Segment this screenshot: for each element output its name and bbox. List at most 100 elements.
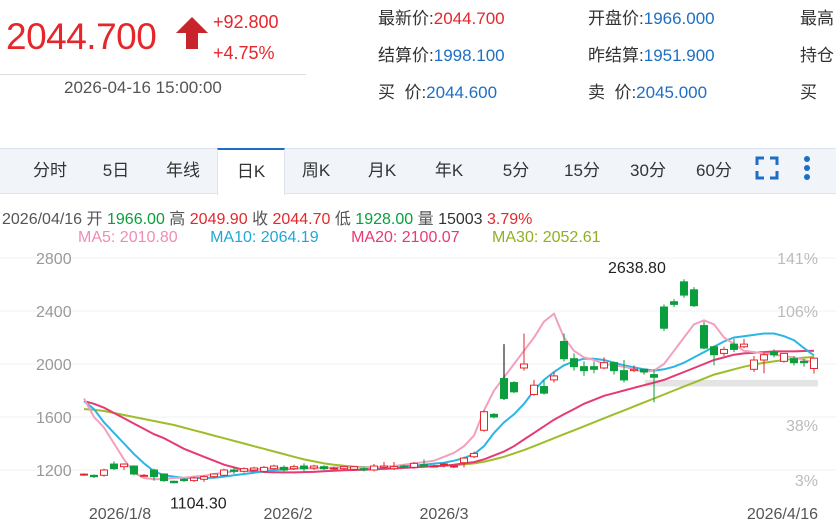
candle-body: [460, 457, 468, 464]
candle-body: [180, 478, 188, 482]
candle-body: [170, 480, 178, 484]
min-annotation: 1104.30: [170, 496, 227, 513]
info-close: 2044.70: [272, 211, 331, 228]
kline-chart[interactable]: 2800 2400 2000 1600 1200 141% 106% 38% 3% 2638.80…: [0, 248, 836, 524]
candle-body: [470, 452, 478, 458]
tab-1[interactable]: 5日: [102, 161, 130, 180]
pct-tick-label: 3%: [795, 473, 818, 490]
info-high: 2049.90: [189, 211, 248, 228]
quote-field-label: 买 价:: [378, 83, 427, 102]
info-open-label: 开: [86, 211, 103, 228]
candle-body: [750, 359, 758, 370]
tab-3[interactable]: 日K: [217, 148, 285, 195]
candle-body: [380, 465, 388, 468]
candle-body: [570, 358, 578, 368]
candle-body: [770, 351, 778, 356]
ma-legend: MA5: 2010.80 MA10: 2064.19 MA20: 2100.07…: [78, 229, 601, 247]
candle-body: [530, 384, 538, 395]
candle-body: [730, 343, 738, 350]
candle-body: [150, 469, 158, 478]
candle-body: [270, 465, 278, 470]
candle-body: [320, 466, 328, 470]
y-tick-label: 1200: [36, 463, 72, 480]
ma5-legend: MA5: 2010.80: [78, 229, 178, 246]
info-pct: 3.79%: [487, 211, 533, 228]
candle-body: [190, 477, 198, 482]
price-change: +92.800: [213, 12, 279, 32]
candle-body: [360, 468, 368, 471]
candle-body: [340, 466, 348, 470]
quote-field: 开盘价:1966.000: [588, 4, 715, 29]
candle-body: [650, 374, 658, 378]
ma30-line: [83, 356, 815, 469]
info-date: 2026/04/16: [2, 211, 83, 228]
candle-body: [710, 346, 718, 356]
tab-4[interactable]: 周K: [301, 161, 331, 180]
candle-body: [590, 366, 598, 370]
ma20-line: [83, 349, 815, 474]
quote-field-label: 卖 价:: [588, 83, 637, 102]
candle-body: [410, 462, 418, 468]
candle-body: [160, 473, 168, 482]
fullscreen-icon[interactable]: [755, 156, 779, 180]
candle-body: [630, 368, 638, 372]
y-tick-label: 2400: [36, 304, 72, 321]
candle-body: [100, 469, 108, 476]
candle-body: [610, 362, 618, 372]
candle-body: [200, 476, 208, 480]
candle-body: [140, 474, 148, 477]
price-change-pct: +4.75%: [213, 43, 275, 63]
more-vertical-icon[interactable]: [800, 155, 814, 181]
quote-field-value: 1966.000: [643, 9, 715, 28]
quote-field-label: 结算价:: [378, 46, 434, 65]
info-low-label: 低: [334, 211, 351, 228]
candle-body: [420, 464, 428, 467]
tab-6[interactable]: 年K: [434, 161, 464, 180]
quote-field-label: 开盘价:: [588, 9, 644, 28]
up-arrow-icon: [176, 17, 208, 49]
quote-field: 最新价:2044.700: [378, 4, 505, 29]
tab-10[interactable]: 60分: [696, 161, 732, 180]
quote-field: 买: [800, 78, 817, 103]
max-annotation: 2638.80: [608, 260, 666, 277]
x-tick-label: 2026/4/16: [747, 506, 818, 523]
tab-2[interactable]: 年线: [166, 161, 200, 180]
candle-body: [350, 466, 358, 470]
ma10-line: [83, 332, 815, 479]
candle-body: [130, 465, 138, 475]
candle-body: [510, 382, 518, 393]
tab-0[interactable]: 分时: [33, 161, 67, 180]
price-band: [645, 379, 818, 387]
ma30-legend: MA30: 2052.61: [492, 229, 601, 246]
candle-body: [390, 466, 398, 470]
info-vol-label: 量: [417, 211, 434, 228]
tab-8[interactable]: 15分: [564, 161, 600, 180]
tab-7[interactable]: 5分: [502, 161, 530, 180]
candle-body: [600, 362, 608, 369]
candle-body: [790, 358, 798, 364]
ma10-legend: MA10: 2064.19: [210, 229, 319, 246]
tab-5[interactable]: 月K: [367, 161, 397, 180]
candle-body: [810, 357, 818, 370]
candle-body: [290, 466, 298, 470]
candle-body: [520, 363, 528, 369]
candle-body: [480, 411, 488, 431]
candle-body: [640, 368, 648, 373]
candle-body: [330, 467, 338, 470]
last-price: 2044.700: [6, 16, 157, 57]
candle-body: [720, 348, 728, 354]
candle-body: [300, 465, 308, 470]
tab-9[interactable]: 30分: [630, 161, 666, 180]
quote-field-label: 买: [800, 83, 817, 102]
info-close-label: 收: [252, 211, 269, 228]
pct-tick-label: 38%: [786, 418, 818, 435]
quote-field-label: 最新价:: [378, 9, 434, 28]
candle-body: [80, 473, 88, 476]
info-vol: 15003: [438, 211, 483, 228]
quote-field: 买 价:2044.600: [378, 78, 497, 103]
candle-body: [120, 463, 128, 468]
candle-body: [370, 465, 378, 471]
info-open: 1966.00: [107, 211, 165, 228]
quote-field-value: 2045.000: [636, 83, 708, 102]
ohlc-info-line: 2026/04/16 开 1966.00 高 2049.90 收 2044.70…: [2, 205, 532, 229]
